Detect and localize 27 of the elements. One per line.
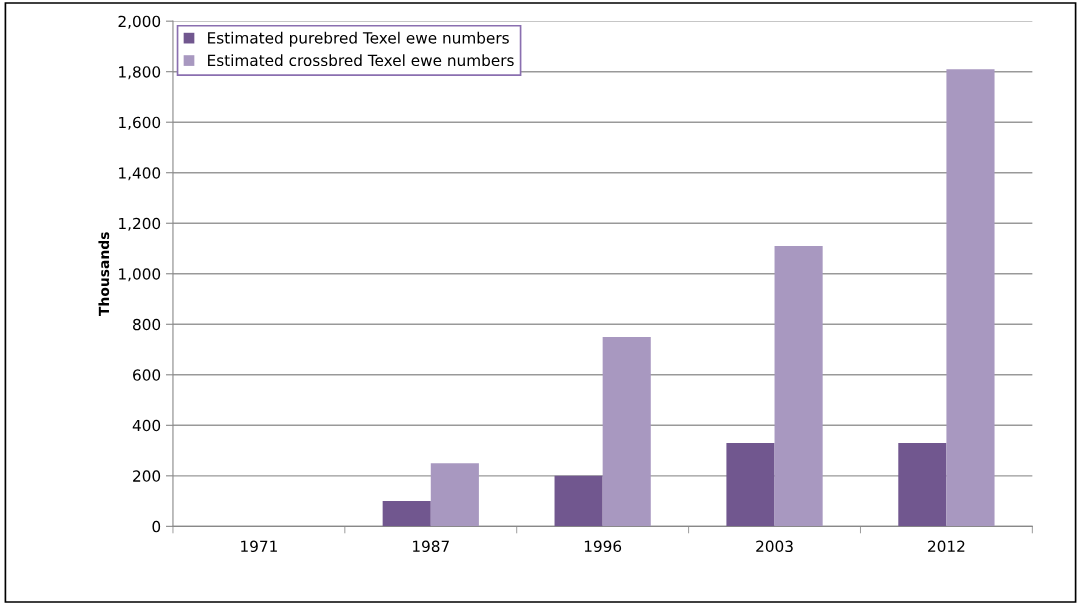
bar <box>602 336 651 527</box>
bar <box>946 69 995 527</box>
y-tick-label: 2,000 <box>118 15 161 29</box>
bar <box>554 475 603 527</box>
bar <box>774 245 823 527</box>
y-tick-label: 0 <box>152 520 161 533</box>
x-tick-label: 1971 <box>241 540 277 553</box>
x-tick-label: 2012 <box>928 540 965 553</box>
x-tick-label: 1987 <box>413 540 449 553</box>
bar <box>726 443 775 527</box>
bar <box>430 463 479 527</box>
y-tick-label: 1,600 <box>119 116 161 130</box>
legend-label: Estimated purebred Texel ewe numbers <box>208 31 509 47</box>
y-tick-label: 400 <box>132 419 161 432</box>
bar <box>382 501 431 527</box>
y-tick-label: 1,200 <box>119 217 161 231</box>
y-tick-label: 200 <box>133 470 161 482</box>
bar <box>898 443 947 527</box>
x-tick-label: 1996 <box>584 540 622 553</box>
y-axis-title: Thousands <box>98 232 110 316</box>
x-tick-label: 2003 <box>756 540 793 553</box>
y-tick-label: 1,400 <box>119 167 161 181</box>
y-tick-label: 1,000 <box>119 268 161 282</box>
y-tick-label: 800 <box>133 318 161 331</box>
y-tick-label: 600 <box>133 369 161 381</box>
legend-label: Estimated crossbred Texel ewe numbers <box>208 54 514 67</box>
y-tick-label: 1,800 <box>119 66 161 80</box>
